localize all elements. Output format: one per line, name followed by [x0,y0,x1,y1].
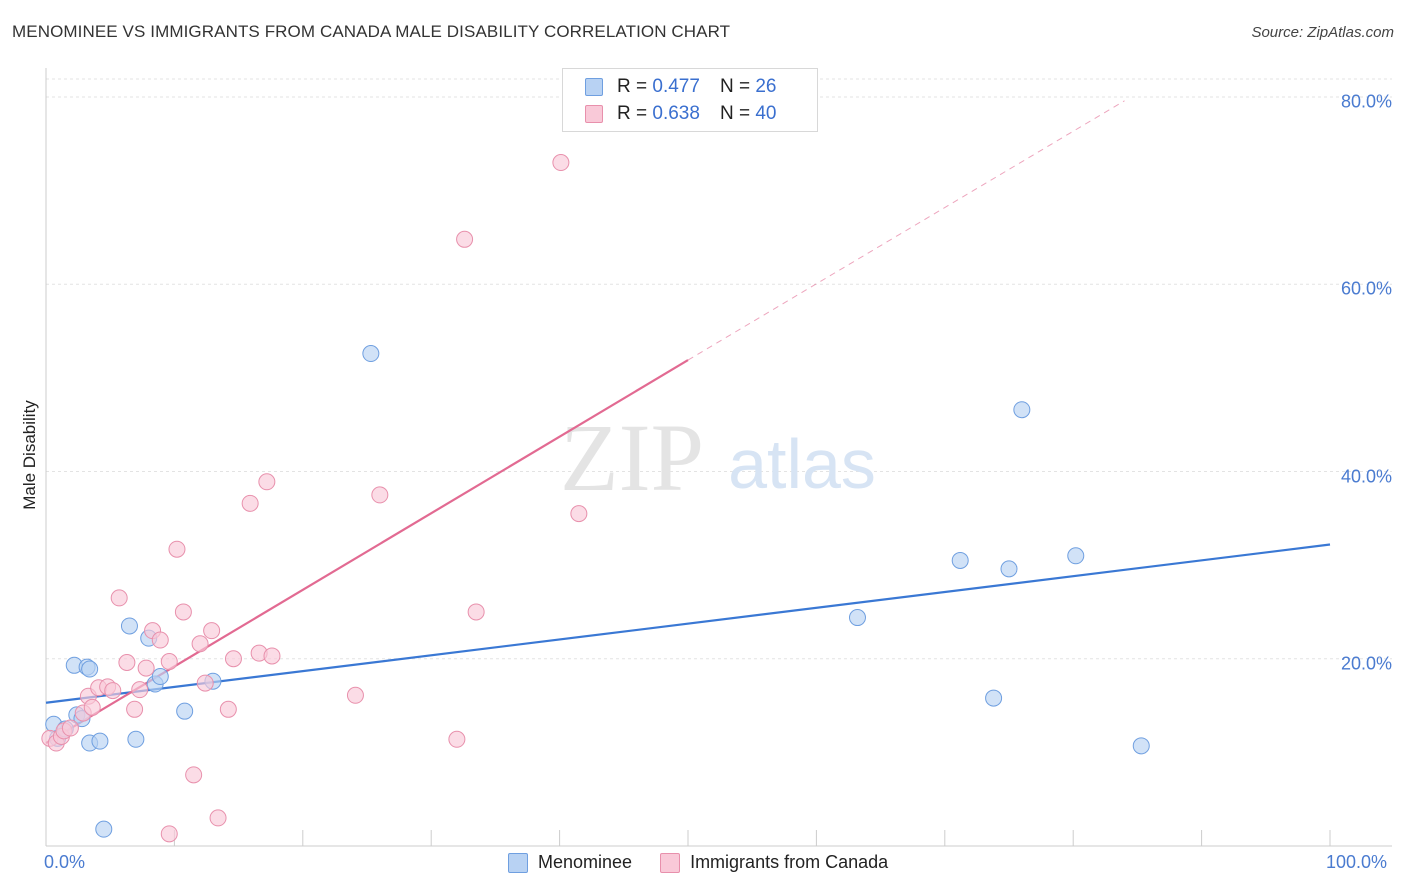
legend-item-menominee[interactable]: Menominee [508,852,632,873]
point-canada [448,730,466,748]
legend-row-menominee: R = 0.477 N = 26 [585,76,776,98]
point-menominee [1000,560,1018,578]
legend-r-label: R = [617,103,648,124]
trend-extension-canada [687,100,1125,361]
legend-r-value: 0.638 [652,103,700,124]
legend-n-value: 26 [755,76,777,97]
x-tick-label-min: 0.0% [44,852,86,872]
legend-n-label: N = [719,103,751,124]
trend-line-menominee [45,543,1331,704]
point-canada [196,674,214,692]
chart-title: MENOMINEE VS IMMIGRANTS FROM CANADA MALE… [12,22,731,41]
point-menominee [81,660,99,678]
watermark-atlas: atlas [728,425,876,503]
correlation-legend: R = 0.477 N = 26 R = 0.638 N = 40 [562,68,818,132]
point-canada [168,540,186,558]
point-canada [104,682,122,700]
point-canada [346,686,364,704]
point-canada [126,700,144,718]
point-canada [258,473,276,491]
watermark-zip: ZIP [560,404,704,511]
legend-row-canada: R = 0.638 N = 40 [585,103,776,125]
y-tick-label: 60.0% [1340,278,1392,299]
legend-swatch-menominee [585,78,603,96]
point-menominee [985,689,1003,707]
data-points [41,154,1150,843]
point-canada [137,659,155,677]
point-menominee [176,702,194,720]
point-menominee [1013,401,1031,419]
point-canada [263,647,281,665]
point-canada [224,650,242,668]
point-canada [151,631,169,649]
point-canada [203,622,221,640]
legend-item-canada[interactable]: Immigrants from Canada [660,852,888,873]
point-canada [61,719,79,737]
point-canada [570,505,588,523]
point-menominee [95,820,113,838]
legend-swatch-canada [660,852,681,873]
x-tick-label-max: 100.0% [1326,852,1388,872]
point-menominee [1067,547,1085,565]
grid-lines [46,78,1392,660]
point-menominee [91,732,109,750]
point-canada [209,809,227,827]
legend-r-value: 0.477 [652,76,700,97]
point-menominee [151,668,169,686]
point-canada [160,825,178,843]
point-menominee [362,345,380,363]
point-canada [241,494,259,512]
point-canada [174,603,192,621]
y-tick-label: 20.0% [1340,653,1392,674]
y-tick-label: 40.0% [1340,466,1392,486]
point-menominee [127,730,145,748]
point-canada [552,154,570,172]
point-canada [371,486,389,504]
legend-r-label: R = [617,76,648,97]
point-canada [191,635,209,653]
point-menominee [1132,737,1150,755]
point-canada [110,589,128,607]
point-canada [118,653,136,671]
point-canada [185,766,203,784]
legend-swatch-canada [585,105,603,123]
legend-swatch-menominee [508,852,528,873]
series-legend: Menominee Immigrants from Canada [508,852,916,873]
legend-n-label: N = [719,76,751,97]
point-menominee [120,617,138,635]
legend-n-value: 40 [755,103,777,124]
legend-label-menominee: Menominee [538,852,633,872]
axes [45,68,1392,847]
point-canada [456,230,474,248]
point-canada [160,653,178,671]
point-canada [467,603,485,621]
watermark: ZIP atlas [560,404,876,511]
legend-label-canada: Immigrants from Canada [690,852,889,872]
point-canada [219,700,237,718]
y-tick-label: 80.0% [1340,91,1392,112]
source-label: Source: ZipAtlas.com [1251,24,1394,41]
point-menominee [848,609,866,627]
point-canada [131,681,149,699]
point-canada [83,698,101,716]
point-menominee [951,551,969,569]
